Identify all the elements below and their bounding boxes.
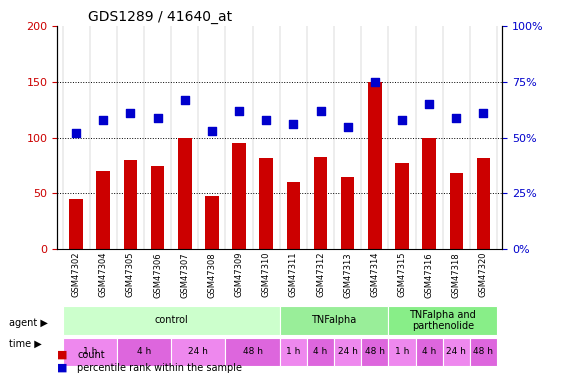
- Point: [99, 117, 108, 123]
- FancyBboxPatch shape: [63, 306, 280, 334]
- FancyBboxPatch shape: [226, 338, 280, 366]
- FancyBboxPatch shape: [470, 338, 497, 366]
- Text: GSM47318: GSM47318: [452, 252, 461, 297]
- Text: GSM47312: GSM47312: [316, 252, 325, 297]
- FancyBboxPatch shape: [334, 338, 361, 366]
- FancyBboxPatch shape: [443, 338, 470, 366]
- Text: 1 h: 1 h: [286, 347, 300, 356]
- Point: [370, 79, 379, 85]
- Point: [479, 110, 488, 116]
- Text: GSM47309: GSM47309: [235, 252, 244, 297]
- Bar: [368, 82, 381, 249]
- Bar: [124, 160, 137, 249]
- Point: [235, 108, 244, 114]
- Text: ■: ■: [57, 363, 67, 373]
- Text: 24 h: 24 h: [337, 347, 357, 356]
- FancyBboxPatch shape: [280, 338, 307, 366]
- Bar: [69, 199, 83, 249]
- Bar: [313, 157, 327, 249]
- Point: [207, 128, 216, 134]
- Text: GDS1289 / 41640_at: GDS1289 / 41640_at: [89, 10, 232, 24]
- Bar: [341, 177, 355, 249]
- Point: [452, 115, 461, 121]
- Text: GSM47310: GSM47310: [262, 252, 271, 297]
- Bar: [205, 196, 219, 249]
- FancyBboxPatch shape: [63, 338, 117, 366]
- Point: [425, 101, 434, 107]
- Text: 4 h: 4 h: [313, 347, 328, 356]
- Text: 48 h: 48 h: [473, 347, 493, 356]
- Text: 4 h: 4 h: [137, 347, 151, 356]
- Point: [289, 121, 298, 127]
- Bar: [151, 165, 164, 249]
- Text: count: count: [77, 350, 104, 360]
- FancyBboxPatch shape: [361, 338, 388, 366]
- Bar: [477, 158, 490, 249]
- Text: GSM47316: GSM47316: [425, 252, 433, 297]
- Bar: [178, 138, 191, 249]
- Point: [397, 117, 407, 123]
- Text: 24 h: 24 h: [447, 347, 467, 356]
- Point: [316, 108, 325, 114]
- Bar: [395, 163, 409, 249]
- Text: control: control: [154, 315, 188, 326]
- FancyBboxPatch shape: [280, 306, 388, 334]
- Bar: [423, 138, 436, 249]
- Text: 1 h: 1 h: [395, 347, 409, 356]
- FancyBboxPatch shape: [307, 338, 334, 366]
- Text: GSM47305: GSM47305: [126, 252, 135, 297]
- Text: percentile rank within the sample: percentile rank within the sample: [77, 363, 242, 373]
- Text: GSM47315: GSM47315: [397, 252, 407, 297]
- Text: GSM47302: GSM47302: [71, 252, 81, 297]
- Text: GSM47306: GSM47306: [153, 252, 162, 297]
- Point: [126, 110, 135, 116]
- Text: TNFalpha: TNFalpha: [311, 315, 357, 326]
- Text: GSM47308: GSM47308: [207, 252, 216, 297]
- Text: 48 h: 48 h: [243, 347, 263, 356]
- Text: 24 h: 24 h: [188, 347, 208, 356]
- Text: GSM47307: GSM47307: [180, 252, 189, 297]
- Bar: [287, 182, 300, 249]
- Bar: [449, 173, 463, 249]
- FancyBboxPatch shape: [117, 338, 171, 366]
- Text: ■: ■: [57, 350, 67, 360]
- FancyBboxPatch shape: [388, 306, 497, 334]
- Text: GSM47304: GSM47304: [99, 252, 108, 297]
- FancyBboxPatch shape: [388, 338, 416, 366]
- Text: GSM47320: GSM47320: [479, 252, 488, 297]
- Text: agent ▶: agent ▶: [9, 318, 47, 328]
- Text: 48 h: 48 h: [365, 347, 385, 356]
- Point: [343, 123, 352, 129]
- Text: GSM47311: GSM47311: [289, 252, 298, 297]
- FancyBboxPatch shape: [416, 338, 443, 366]
- Point: [153, 115, 162, 121]
- Bar: [232, 143, 246, 249]
- Bar: [259, 158, 273, 249]
- Text: TNFalpha and
parthenolide: TNFalpha and parthenolide: [409, 310, 476, 331]
- Text: GSM47313: GSM47313: [343, 252, 352, 297]
- Point: [71, 130, 81, 136]
- Text: GSM47314: GSM47314: [371, 252, 379, 297]
- Text: 4 h: 4 h: [422, 347, 436, 356]
- Text: time ▶: time ▶: [9, 339, 41, 349]
- Point: [262, 117, 271, 123]
- Bar: [96, 171, 110, 249]
- FancyBboxPatch shape: [171, 338, 226, 366]
- Point: [180, 97, 190, 103]
- Text: 1 h: 1 h: [82, 347, 97, 356]
